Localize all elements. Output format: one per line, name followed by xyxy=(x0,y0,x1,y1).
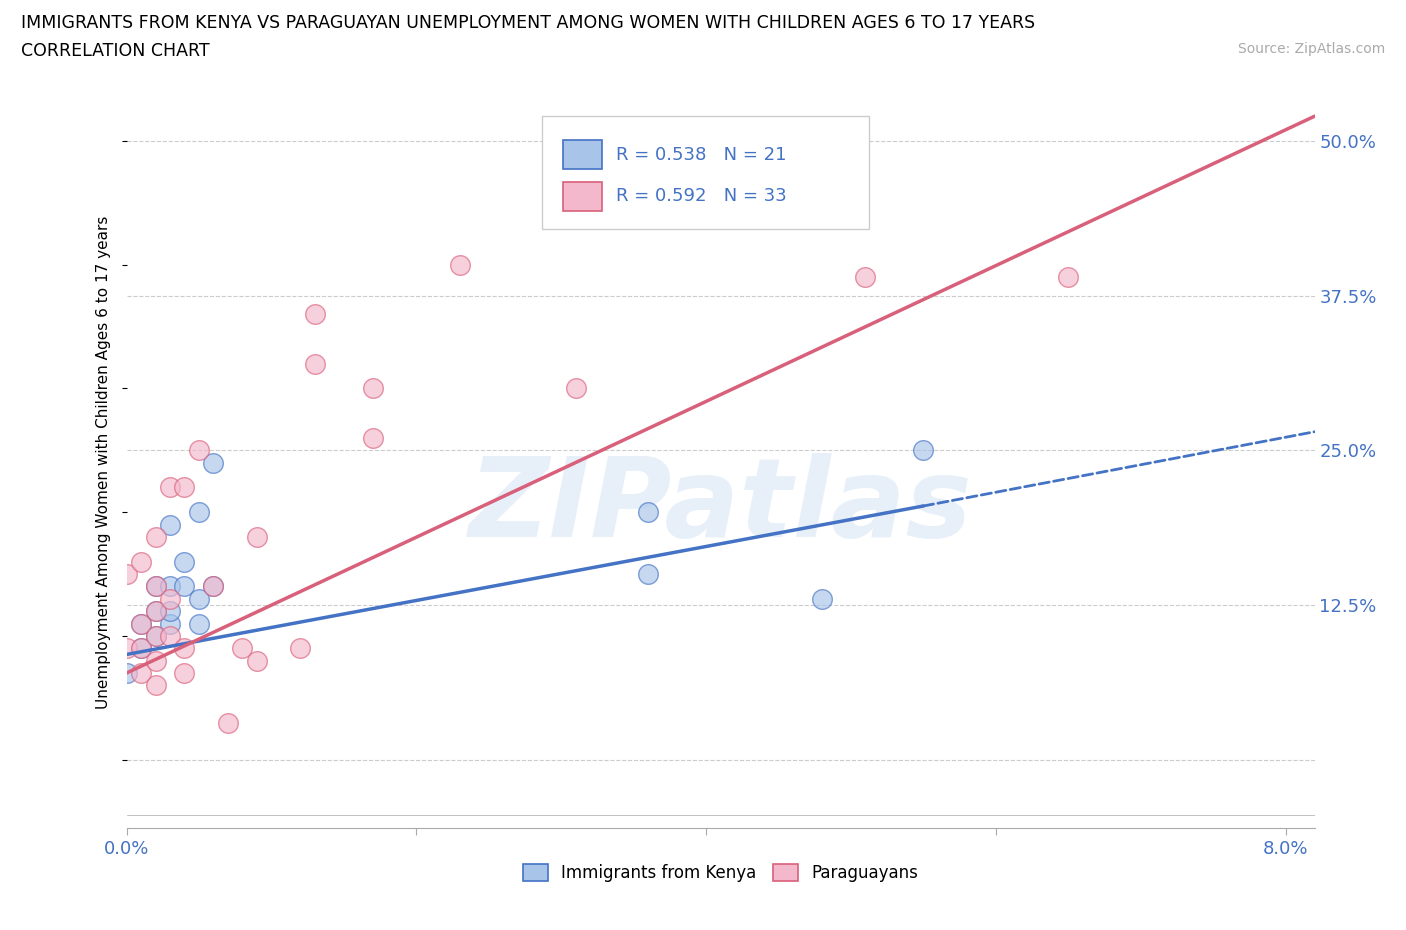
Point xyxy=(145,604,167,618)
Point xyxy=(115,566,138,581)
Point xyxy=(159,591,181,606)
Point xyxy=(145,604,167,618)
Point xyxy=(115,666,138,681)
Point xyxy=(129,666,152,681)
Point xyxy=(145,579,167,594)
Point xyxy=(1057,270,1080,285)
Point xyxy=(304,307,326,322)
Point xyxy=(115,641,138,656)
Point xyxy=(145,529,167,544)
Point xyxy=(145,653,167,668)
Point xyxy=(188,616,211,631)
Point xyxy=(246,529,269,544)
Text: R = 0.538   N = 21: R = 0.538 N = 21 xyxy=(616,146,786,164)
Point xyxy=(202,579,225,594)
Point xyxy=(129,641,152,656)
Point xyxy=(129,616,152,631)
Point xyxy=(564,381,586,396)
Point xyxy=(361,381,384,396)
Point xyxy=(159,629,181,644)
Legend: Immigrants from Kenya, Paraguayans: Immigrants from Kenya, Paraguayans xyxy=(516,857,925,889)
Point xyxy=(217,715,239,730)
Point xyxy=(290,641,312,656)
Point xyxy=(145,629,167,644)
Point xyxy=(173,480,195,495)
Text: IMMIGRANTS FROM KENYA VS PARAGUAYAN UNEMPLOYMENT AMONG WOMEN WITH CHILDREN AGES : IMMIGRANTS FROM KENYA VS PARAGUAYAN UNEM… xyxy=(21,14,1035,32)
Point xyxy=(188,591,211,606)
Point xyxy=(173,554,195,569)
Point xyxy=(145,678,167,693)
FancyBboxPatch shape xyxy=(543,116,869,229)
Point xyxy=(159,616,181,631)
Point xyxy=(129,616,152,631)
Point xyxy=(637,505,659,520)
Point xyxy=(129,641,152,656)
Point xyxy=(304,356,326,371)
Point xyxy=(173,641,195,656)
Point xyxy=(159,604,181,618)
Point xyxy=(811,591,834,606)
Point xyxy=(202,579,225,594)
Text: R = 0.592   N = 33: R = 0.592 N = 33 xyxy=(616,187,787,206)
Point xyxy=(188,505,211,520)
Point xyxy=(159,480,181,495)
Point xyxy=(188,443,211,458)
Point xyxy=(912,443,935,458)
Text: CORRELATION CHART: CORRELATION CHART xyxy=(21,42,209,60)
Point xyxy=(246,653,269,668)
Point xyxy=(159,579,181,594)
Text: ZIPatlas: ZIPatlas xyxy=(468,453,973,560)
Point xyxy=(173,666,195,681)
Point xyxy=(145,579,167,594)
Point xyxy=(231,641,253,656)
FancyBboxPatch shape xyxy=(562,181,602,211)
Point xyxy=(449,258,471,272)
Point xyxy=(159,517,181,532)
Point xyxy=(145,629,167,644)
Point xyxy=(361,431,384,445)
Point xyxy=(637,566,659,581)
Point xyxy=(129,554,152,569)
FancyBboxPatch shape xyxy=(562,140,602,169)
Point xyxy=(173,579,195,594)
Point xyxy=(855,270,877,285)
Text: Source: ZipAtlas.com: Source: ZipAtlas.com xyxy=(1237,42,1385,56)
Y-axis label: Unemployment Among Women with Children Ages 6 to 17 years: Unemployment Among Women with Children A… xyxy=(96,216,111,710)
Point xyxy=(202,456,225,471)
